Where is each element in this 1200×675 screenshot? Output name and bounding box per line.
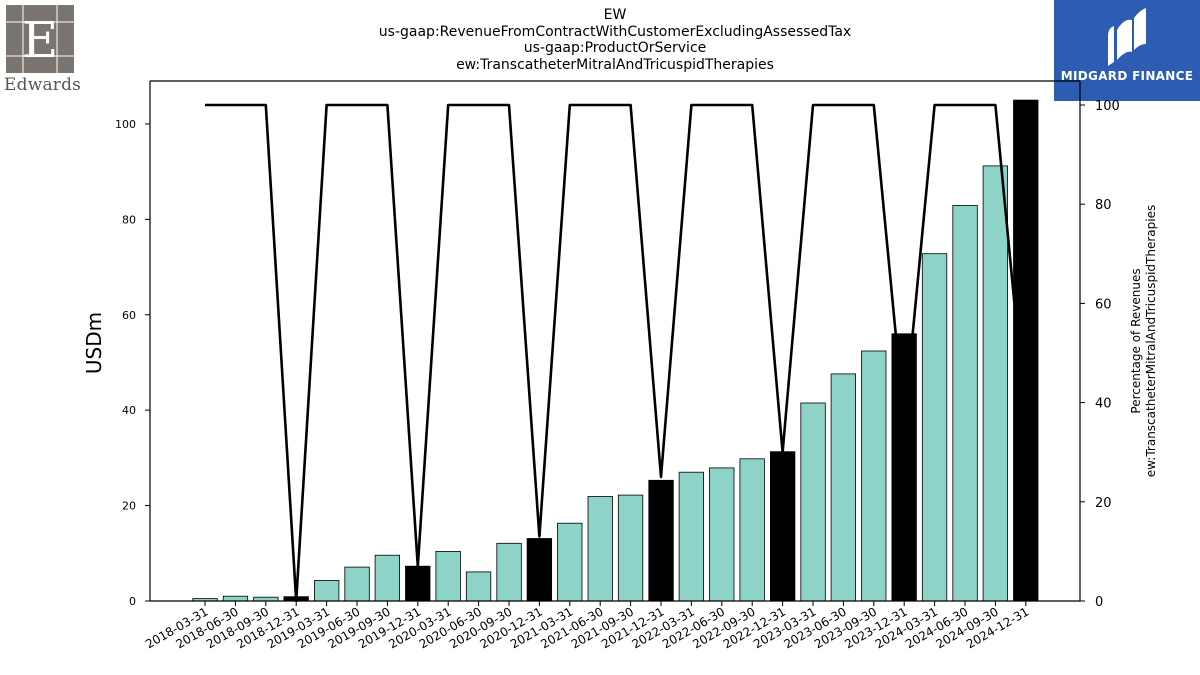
bar bbox=[587, 496, 613, 602]
y2-tick-label: 40 bbox=[1095, 397, 1112, 412]
y-tick-label: 100 bbox=[115, 118, 136, 131]
bar bbox=[952, 205, 978, 602]
bar bbox=[739, 458, 765, 602]
y2-tick-label: 80 bbox=[1095, 198, 1112, 213]
bar bbox=[709, 467, 735, 602]
y-axis-label: USDm bbox=[82, 312, 106, 374]
title-line-2: us-gaap:RevenueFromContractWithCustomerE… bbox=[378, 23, 852, 40]
bar bbox=[800, 402, 826, 602]
bar bbox=[982, 165, 1008, 602]
y-tick-label: 20 bbox=[122, 500, 136, 513]
bar bbox=[861, 350, 887, 602]
bar bbox=[678, 471, 704, 602]
y2-tick-label: 20 bbox=[1095, 496, 1112, 511]
y-tick-label: 0 bbox=[129, 595, 136, 608]
bar bbox=[770, 451, 796, 602]
bar bbox=[1013, 99, 1039, 602]
y2-axis-label: ew:TranscatheterMitralAndTricuspidTherap… bbox=[1144, 205, 1158, 477]
y2-tick-label: 100 bbox=[1095, 99, 1120, 114]
percentage-line bbox=[205, 103, 1028, 603]
bar bbox=[891, 333, 917, 602]
title-line-3: us-gaap:ProductOrService bbox=[523, 40, 707, 56]
title-line-1: EW bbox=[603, 7, 627, 23]
bar bbox=[921, 253, 948, 602]
edwards-logo-text: Edwards bbox=[4, 75, 82, 95]
chart-title: EW us-gaap:RevenueFromContractWithCustom… bbox=[315, 7, 915, 73]
bar bbox=[526, 538, 552, 602]
bar bbox=[465, 571, 492, 602]
bar bbox=[374, 554, 401, 602]
y2-axis-label: Percentage of Revenues bbox=[1129, 268, 1143, 413]
midgard-logo: MIDGARD FINANCE bbox=[1054, 0, 1200, 101]
bar bbox=[344, 566, 370, 602]
bar bbox=[435, 551, 461, 602]
bar bbox=[496, 542, 522, 602]
svg-text:E: E bbox=[22, 11, 59, 69]
title-line-4: ew:TranscatheterMitralAndTricuspidTherap… bbox=[456, 56, 774, 73]
bar bbox=[222, 595, 249, 602]
y-tick-label: 80 bbox=[122, 213, 136, 226]
bar bbox=[313, 580, 340, 602]
bar bbox=[648, 479, 674, 602]
midgard-logo-icon bbox=[1108, 8, 1146, 66]
bar bbox=[617, 494, 644, 602]
edwards-logo: E Edwards bbox=[4, 5, 82, 100]
y-tick-label: 40 bbox=[122, 404, 136, 417]
y2-tick-label: 0 bbox=[1095, 595, 1103, 610]
midgard-logo-text: MIDGARD FINANCE bbox=[1060, 69, 1194, 83]
y-tick-label: 60 bbox=[122, 309, 136, 322]
bar bbox=[557, 522, 583, 602]
y2-tick-label: 60 bbox=[1095, 297, 1112, 312]
bar bbox=[830, 373, 856, 602]
bar bbox=[405, 565, 431, 602]
edwards-logo-icon: E bbox=[6, 5, 74, 73]
